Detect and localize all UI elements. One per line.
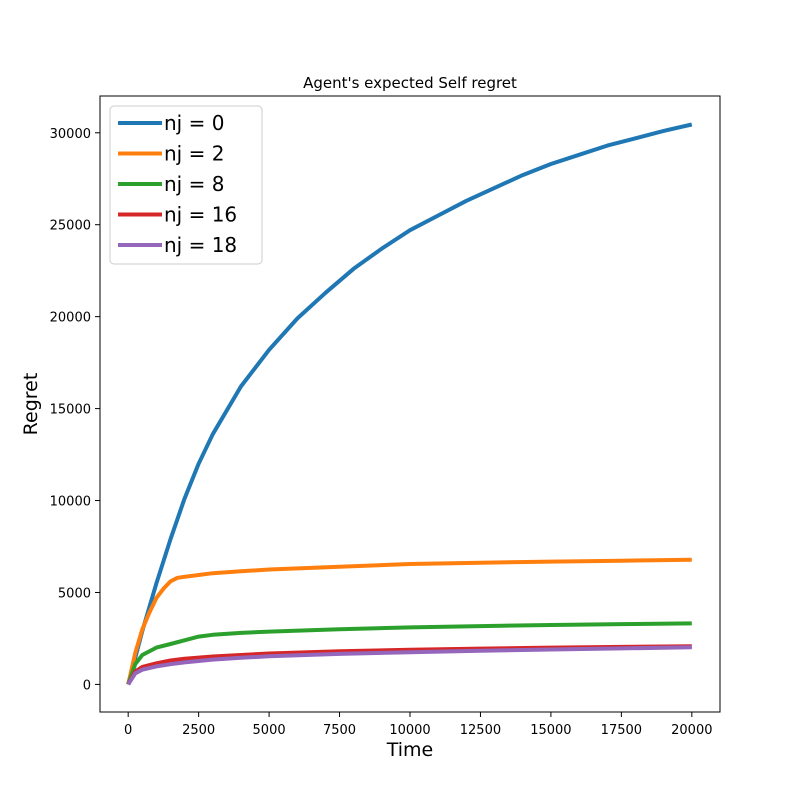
- legend-label: nj = 0: [164, 111, 224, 135]
- x-tick-label: 7500: [323, 723, 356, 738]
- x-axis: 0 2500 5000 7500 10000 12500 15000 17500 20000: [124, 712, 712, 738]
- y-tick-label: 5000: [58, 586, 91, 601]
- legend-box: [109, 105, 263, 265]
- x-tick-label: 15000: [530, 723, 571, 738]
- y-tick-label: 20000: [50, 311, 91, 326]
- legend-label: nj = 16: [164, 203, 237, 227]
- x-tick-label: 17500: [601, 723, 642, 738]
- y-tick-label: 10000: [50, 495, 91, 510]
- x-tick-label: 20000: [671, 723, 712, 738]
- legend-label: nj = 2: [164, 142, 224, 166]
- chart-title: Agent's expected Self regret: [303, 74, 517, 92]
- series-line-4: [126, 645, 692, 686]
- legend: nj = 0 nj = 2 nj = 8 nj = 16 nj = 18: [109, 105, 263, 265]
- x-tick-label: 5000: [253, 723, 286, 738]
- legend-label: nj = 18: [164, 233, 237, 257]
- x-tick-label: 12500: [460, 723, 501, 738]
- series-line-1: [126, 557, 692, 685]
- y-tick-label: 30000: [50, 127, 91, 142]
- legend-label: nj = 8: [164, 172, 224, 196]
- y-tick-label: 15000: [50, 403, 91, 418]
- series-line-2: [126, 621, 692, 686]
- y-tick-label: 0: [83, 678, 91, 693]
- y-tick-label: 25000: [50, 219, 91, 234]
- x-axis-label: Time: [386, 739, 434, 761]
- y-axis: 0 5000 10000 15000 20000 25000 30000: [50, 127, 100, 693]
- x-tick-label: 0: [124, 723, 132, 738]
- y-axis-label: Regret: [20, 373, 42, 436]
- series-line-0: [126, 122, 693, 685]
- x-tick-label: 10000: [389, 723, 430, 738]
- x-tick-label: 2500: [182, 723, 215, 738]
- plot-area: [126, 122, 693, 686]
